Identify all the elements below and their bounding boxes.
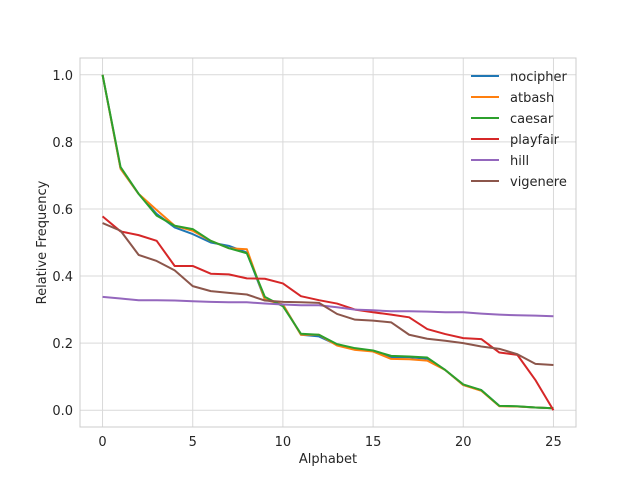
series-line-hill	[102, 295, 554, 318]
x-tick-label: 10	[275, 435, 292, 450]
legend-label-nocipher: nocipher	[510, 70, 567, 85]
x-tick-label: 15	[365, 435, 382, 450]
plot-frame	[79, 57, 577, 428]
x-tick-label: 25	[545, 435, 562, 450]
legend: nocipher atbash caesar playfair hill vigenere	[471, 70, 567, 190]
y-tick-label: 0.2	[52, 337, 73, 352]
y-axis: 0.0 0.2 0.4 0.6 0.8 1.0	[52, 69, 73, 419]
x-axis-title: Alphabet	[299, 452, 357, 467]
series-line-caesar	[101, 74, 554, 410]
grid	[80, 58, 576, 427]
legend-label-hill: hill	[510, 154, 529, 169]
y-tick-label: 0.6	[52, 203, 73, 218]
y-tick-label: 0.8	[52, 136, 73, 151]
y-tick-label: 1.0	[52, 69, 73, 84]
legend-label-caesar: caesar	[510, 112, 554, 127]
series-lines	[101, 74, 555, 411]
y-tick-label: 0.0	[52, 404, 73, 419]
series-line-atbash	[101, 74, 554, 410]
y-tick-label: 0.4	[52, 270, 73, 285]
x-axis: 0 5 10 15 20 25	[98, 435, 561, 450]
series-line-nocipher	[101, 74, 554, 410]
series-line-playfair	[101, 215, 555, 411]
y-axis-title: Relative Frequency	[35, 180, 50, 304]
x-tick-label: 5	[189, 435, 197, 450]
legend-label-playfair: playfair	[510, 133, 560, 148]
legend-label-atbash: atbash	[510, 91, 554, 106]
legend-label-vigenere: vigenere	[510, 175, 567, 190]
x-tick-label: 20	[455, 435, 472, 450]
series-line-vigenere	[102, 222, 554, 366]
x-tick-label: 0	[98, 435, 106, 450]
